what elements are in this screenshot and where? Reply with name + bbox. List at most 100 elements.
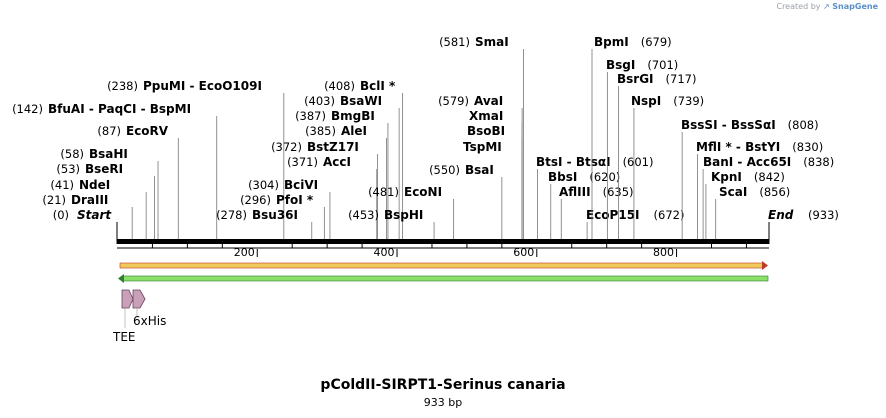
site-name-label: BspHI bbox=[384, 208, 423, 222]
tick-label: 800 bbox=[653, 246, 674, 259]
enzyme-site[interactable]: (601) BtsI - BtsαI bbox=[536, 155, 654, 239]
site-position-label: (830) bbox=[792, 140, 823, 154]
site-position-label: (53) bbox=[56, 162, 80, 176]
site-position-label: (58) bbox=[60, 147, 84, 161]
site-position-label: (408) bbox=[324, 79, 355, 93]
enzyme-site[interactable]: (635) AflIII bbox=[559, 185, 634, 239]
enzyme-site[interactable]: (579) AvaI bbox=[438, 94, 523, 239]
site-position-label: (385) bbox=[305, 124, 336, 138]
site-name-label: MflI * - BstYI bbox=[696, 140, 780, 154]
site-name-label: BseRI bbox=[85, 162, 123, 176]
tick-label: 200 bbox=[234, 246, 255, 259]
site-name-label: BsoBI bbox=[467, 124, 505, 138]
site-name-label: AvaI bbox=[474, 94, 503, 108]
enzyme-site[interactable]: (385) AleI bbox=[305, 124, 387, 239]
site-name-label: BssSI - BssSαI bbox=[681, 118, 776, 132]
enzyme-site[interactable]: (53) BseRI bbox=[56, 162, 155, 239]
enzyme-site[interactable]: (808) BssSI - BssSαI bbox=[681, 118, 819, 239]
enzyme-site[interactable]: (142) BfuAI - PaqCI - BspMI bbox=[12, 102, 218, 239]
site-position-label: (579) bbox=[438, 94, 469, 108]
site-name-label: BanI - Acc65I bbox=[703, 155, 791, 169]
site-name-label: BclI * bbox=[360, 79, 396, 93]
enzyme-site[interactable]: (372) BstZ17I bbox=[271, 140, 378, 239]
enzyme-site[interactable]: (58) BsaHI bbox=[60, 147, 159, 239]
site-name-label: BsrGI bbox=[617, 72, 654, 86]
site-position-label: (453) bbox=[348, 208, 379, 222]
credit-logo: SnapGene bbox=[832, 2, 878, 11]
forward-strand-arrow bbox=[119, 261, 768, 270]
ticks-layer: 200 400 600 800 bbox=[151, 244, 747, 259]
enzyme-site[interactable]: (830) MflI * - BstYI bbox=[696, 140, 823, 239]
site-position-label: (672) bbox=[654, 208, 685, 222]
site-position-label: (842) bbox=[754, 170, 785, 184]
site-name-label: BstZ17I bbox=[307, 140, 359, 154]
site-name-label: BciVI bbox=[284, 178, 318, 192]
enzyme-site[interactable]: (403) BsaWI bbox=[304, 94, 400, 239]
site-name-label: DraIII bbox=[71, 193, 108, 207]
tick-label: 600 bbox=[513, 246, 534, 259]
site-name-label: BsaHI bbox=[89, 147, 128, 161]
enzyme-site[interactable]: (87) EcoRV bbox=[97, 124, 179, 239]
site-name-label: PpuMI - EcoO109I bbox=[143, 79, 262, 93]
reverse-strand-arrow bbox=[118, 274, 769, 283]
enzyme-site[interactable]: (717) BsrGI bbox=[617, 72, 696, 239]
site-position-label: (581) bbox=[439, 35, 470, 49]
enzyme-site[interactable]: (238) PpuMI - EcoO109I bbox=[107, 79, 285, 239]
site-position-label: (481) bbox=[368, 185, 399, 199]
enzyme-site[interactable]: (278) Bsu36I bbox=[216, 208, 313, 239]
tee-arrow-icon bbox=[121, 289, 134, 309]
enzyme-site[interactable]: TspMI bbox=[463, 140, 523, 239]
site-name-label: NdeI bbox=[79, 178, 110, 192]
enzyme-site[interactable]: (481) EcoNI bbox=[368, 185, 455, 239]
enzyme-site[interactable]: (387) BmgBI bbox=[295, 109, 389, 239]
site-position-label: (238) bbox=[107, 79, 138, 93]
site-position-label: (701) bbox=[647, 58, 678, 72]
site-position-label: (739) bbox=[673, 94, 704, 108]
start-pos-label: (0) bbox=[53, 208, 69, 222]
site-name-label: BpmI bbox=[594, 35, 629, 49]
enzyme-site[interactable]: (371) AccI bbox=[287, 155, 378, 239]
enzyme-site[interactable]: (296) PfoI * bbox=[240, 193, 325, 239]
enzyme-site[interactable]: (408) BclI * bbox=[324, 79, 404, 239]
end-label: End bbox=[768, 208, 794, 222]
site-name-label: PfoI * bbox=[276, 193, 314, 207]
enzyme-site[interactable]: (842) KpnI bbox=[705, 170, 785, 239]
site-name-label: BsaI bbox=[465, 163, 494, 177]
credit-text: Created by bbox=[776, 2, 821, 11]
site-position-label: (304) bbox=[248, 178, 279, 192]
feature-label-6xhis: 6xHis bbox=[133, 314, 166, 328]
site-name-label: TspMI bbox=[463, 140, 502, 154]
enzyme-site[interactable]: (581) SmaI bbox=[439, 35, 524, 239]
site-name-label: ScaI bbox=[719, 185, 747, 199]
enzyme-site[interactable]: (41) NdeI bbox=[50, 178, 147, 239]
enzyme-site[interactable]: (838) BanI - Acc65I bbox=[702, 155, 834, 239]
site-position-label: (679) bbox=[641, 35, 672, 49]
site-name-label: BfuAI - PaqCI - BspMI bbox=[48, 102, 191, 116]
sequence-backbone bbox=[117, 239, 769, 244]
enzyme-site[interactable]: (701) BsgI bbox=[606, 58, 678, 239]
enzyme-site[interactable]: (21) DraIII bbox=[42, 193, 133, 239]
feature-tee[interactable] bbox=[121, 289, 134, 309]
enzyme-site[interactable]: (550) BsaI bbox=[429, 163, 503, 239]
end-pos-label: (933) bbox=[808, 208, 839, 222]
enzyme-site[interactable]: (304) BciVI bbox=[248, 178, 331, 239]
site-position-label: (838) bbox=[803, 155, 834, 169]
site-name-label: EcoNI bbox=[404, 185, 442, 199]
enzyme-site[interactable]: (679) BpmI bbox=[591, 35, 672, 239]
enzyme-site[interactable]: (856) ScaI bbox=[715, 185, 791, 239]
enzyme-site[interactable]: (672) EcoP15I bbox=[586, 208, 684, 239]
enzyme-site[interactable]: (453) BspHI bbox=[348, 208, 435, 239]
enzyme-site[interactable]: (620) BbsI bbox=[548, 170, 620, 239]
enzyme-site[interactable]: (739) NspI bbox=[631, 94, 704, 239]
feature-6xhis[interactable] bbox=[132, 289, 146, 309]
site-name-label: BbsI bbox=[548, 170, 577, 184]
site-position-label: (296) bbox=[240, 193, 271, 207]
site-name-label: EcoP15I bbox=[586, 208, 640, 222]
plasmid-name: pColdII-SIRPT1-Serinus canaria bbox=[320, 377, 566, 393]
site-name-label: Bsu36I bbox=[252, 208, 298, 222]
site-position-label: (550) bbox=[429, 163, 460, 177]
site-name-label: BsaWI bbox=[340, 94, 382, 108]
site-position-label: (372) bbox=[271, 140, 302, 154]
site-position-label: (87) bbox=[97, 124, 121, 138]
